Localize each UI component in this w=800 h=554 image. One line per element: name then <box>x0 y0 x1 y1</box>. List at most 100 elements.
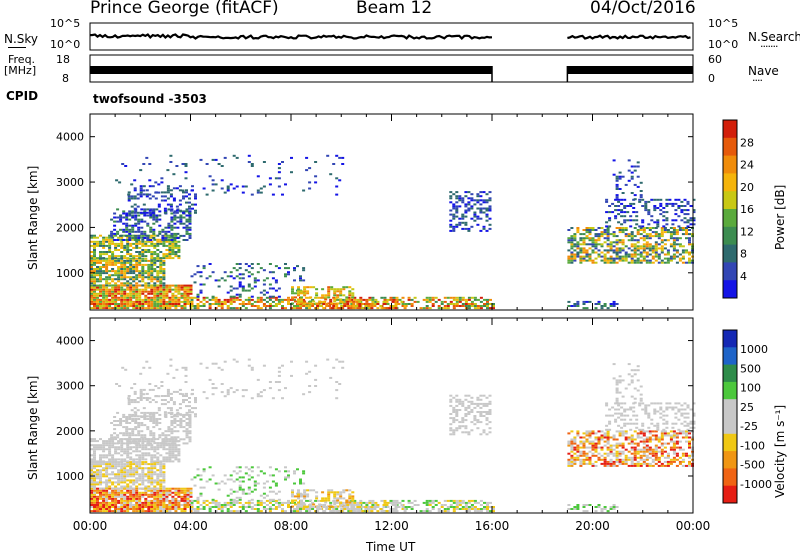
velocity-cell <box>93 450 96 453</box>
velocity-cell <box>588 504 592 506</box>
power-cell <box>193 273 197 276</box>
velocity-cell <box>162 460 166 463</box>
velocity-cell <box>455 504 459 506</box>
power-cell <box>335 307 339 310</box>
velocity-cell <box>183 493 187 496</box>
power-cell <box>143 232 147 235</box>
velocity-cell <box>120 499 124 502</box>
velocity-cell <box>111 463 115 466</box>
power-cell <box>576 227 580 229</box>
velocity-cell <box>217 482 221 485</box>
power-cell <box>156 266 160 268</box>
power-cell <box>659 213 663 216</box>
power-cell <box>644 205 648 207</box>
power-cell <box>93 244 96 247</box>
power-cell <box>193 305 197 307</box>
power-cell <box>329 300 333 303</box>
power-cell <box>281 161 284 163</box>
velocity-cell <box>174 438 178 441</box>
velocity-cell <box>149 430 153 433</box>
velocity-cell <box>449 400 453 403</box>
power-cell <box>226 275 230 278</box>
velocity-cell <box>452 406 456 409</box>
velocity-cell <box>329 501 333 504</box>
power-cell <box>144 249 148 251</box>
power-cell <box>674 209 678 212</box>
velocity-cell <box>132 493 136 496</box>
power-cell <box>660 251 664 254</box>
velocity-cell <box>138 497 142 500</box>
velocity-cell <box>247 499 251 502</box>
velocity-cell <box>105 506 109 508</box>
velocity-cell <box>120 495 124 498</box>
velocity-cell <box>247 504 251 506</box>
velocity-cell <box>385 504 389 506</box>
velocity-cell <box>185 422 189 424</box>
velocity-cell <box>141 467 145 470</box>
power-cell <box>274 279 278 282</box>
power-cell <box>688 259 691 262</box>
velocity-cell <box>351 499 355 502</box>
power-cell <box>627 169 631 172</box>
velocity-cell <box>120 448 124 451</box>
velocity-cell <box>139 397 143 399</box>
power-cell <box>654 249 658 252</box>
power-cell <box>606 251 610 254</box>
velocity-cell <box>142 415 146 418</box>
velocity-cell <box>122 426 126 429</box>
velocity-cell <box>458 499 462 502</box>
power-cell <box>683 198 687 201</box>
power-cell <box>627 247 631 250</box>
power-cell <box>624 235 628 238</box>
power-cell <box>138 242 142 245</box>
velocity-cell <box>179 424 183 427</box>
velocity-cell <box>467 406 471 409</box>
velocity-cell <box>126 510 130 513</box>
power-cell <box>217 163 221 165</box>
velocity-cell <box>156 483 160 486</box>
power-cell <box>171 246 175 249</box>
power-cell <box>141 300 145 303</box>
power-cell <box>123 307 127 310</box>
power-cell <box>167 208 171 211</box>
velocity-cell <box>182 438 186 441</box>
power-cell <box>136 205 140 208</box>
power-cell <box>171 244 175 247</box>
power-cell <box>680 200 684 203</box>
power-cell <box>93 270 96 273</box>
power-cell <box>150 259 154 262</box>
power-cell <box>117 236 121 239</box>
power-cell <box>150 261 154 264</box>
power-cell <box>410 305 414 307</box>
nave-tick-bottom: 0 <box>708 72 715 85</box>
velocity-cell <box>473 508 477 510</box>
power-cell <box>108 305 112 307</box>
power-cell <box>388 307 392 310</box>
velocity-cell <box>464 419 468 422</box>
power-cell <box>370 303 374 305</box>
power-cell <box>600 231 604 234</box>
velocity-cell <box>486 504 489 506</box>
velocity-cell <box>467 394 471 397</box>
power-cell <box>90 296 93 299</box>
power-cell <box>111 274 115 277</box>
velocity-cell <box>167 411 171 414</box>
power-cell <box>146 214 150 217</box>
velocity-cell <box>93 499 96 502</box>
power-cell <box>120 290 124 293</box>
power-cell <box>247 275 251 278</box>
power-cell <box>211 158 215 161</box>
velocity-cell <box>177 444 181 447</box>
power-cell <box>348 298 352 301</box>
power-cell <box>692 211 696 214</box>
power-cell <box>470 300 474 303</box>
velocity-cell <box>159 497 163 500</box>
velocity-cell <box>147 475 151 478</box>
power-cell <box>654 259 658 262</box>
velocity-cell <box>171 450 175 453</box>
velocity-cell <box>166 407 170 410</box>
velocity-cell <box>168 454 172 457</box>
power-cell <box>191 203 194 206</box>
power-cell <box>259 298 263 301</box>
power-cell <box>594 307 598 310</box>
